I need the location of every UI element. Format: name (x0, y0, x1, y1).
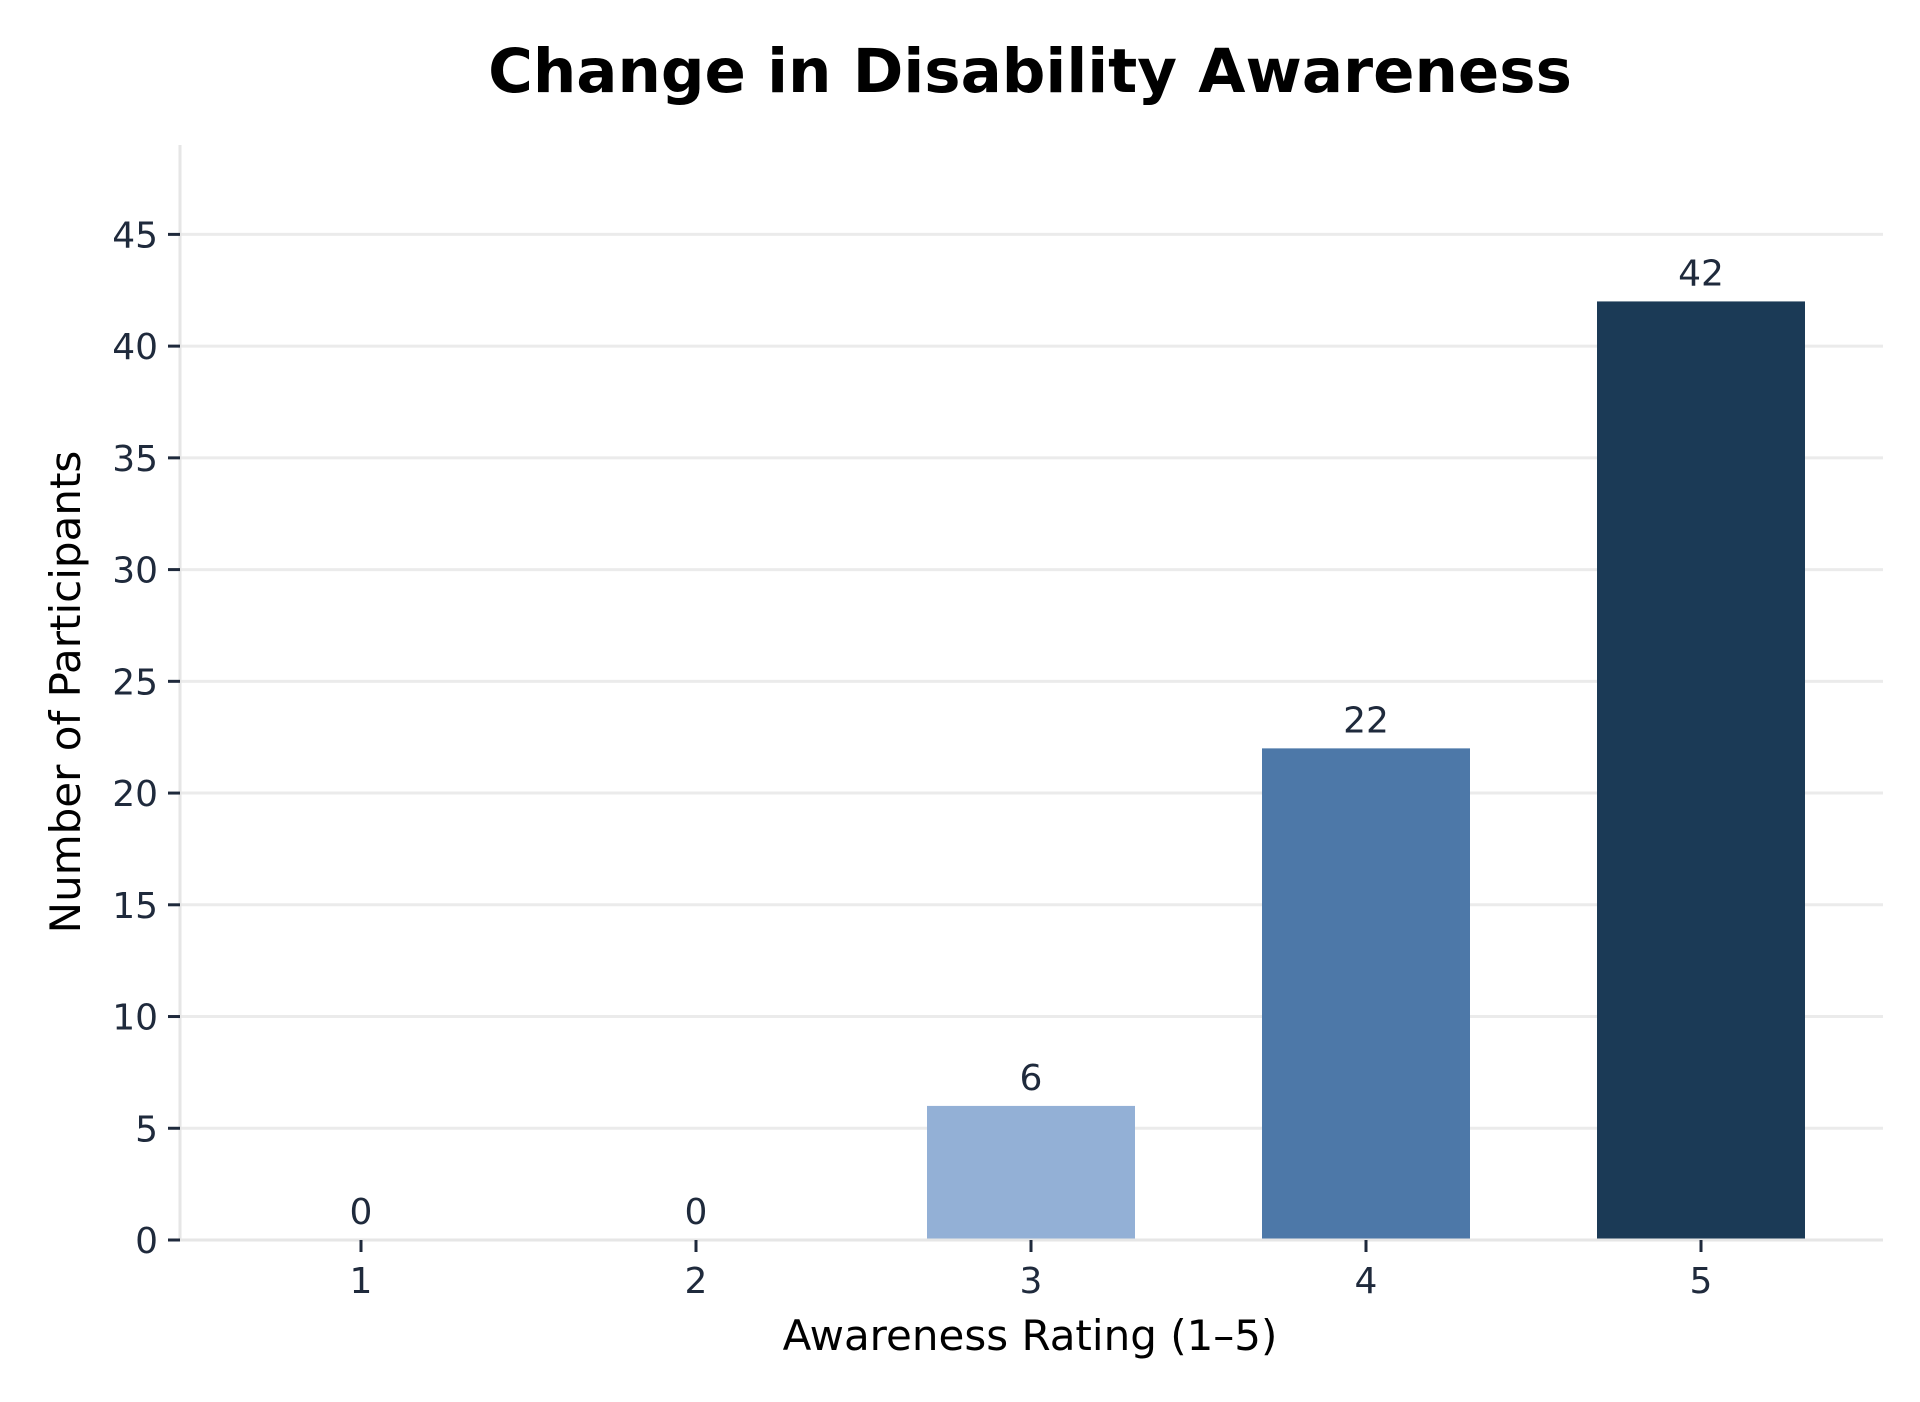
data-label-4: 22 (1343, 700, 1389, 741)
chart-title: Change in Disability Awareness (488, 36, 1572, 107)
data-label-3: 6 (1020, 1058, 1043, 1099)
y-tick-label-35: 35 (112, 439, 158, 480)
data-label-5: 42 (1678, 253, 1724, 294)
data-label-1: 0 (350, 1192, 373, 1233)
x-axis-label: Awareness Rating (1–5) (783, 1311, 1278, 1360)
y-tick-label-40: 40 (112, 327, 158, 368)
data-labels: 0 0 6 22 42 (350, 253, 1724, 1233)
x-tick-label-1: 1 (350, 1261, 373, 1302)
y-axis-label: Number of Participants (41, 451, 90, 934)
y-tick-label-20: 20 (112, 774, 158, 815)
bars (927, 301, 1805, 1240)
y-tick-label-15: 15 (112, 886, 158, 927)
y-axis-ticks: 0 5 10 15 20 25 30 35 40 45 (112, 215, 180, 1262)
y-tick-label-0: 0 (135, 1221, 158, 1262)
x-axis-ticks: 1 2 3 4 5 (350, 1240, 1713, 1302)
y-tick-label-30: 30 (112, 551, 158, 592)
x-tick-label-5: 5 (1690, 1261, 1713, 1302)
bar-4 (1262, 748, 1470, 1240)
data-label-2: 0 (685, 1192, 708, 1233)
y-tick-label-5: 5 (135, 1109, 158, 1150)
y-tick-label-45: 45 (112, 215, 158, 256)
x-tick-label-2: 2 (685, 1261, 708, 1302)
gridlines (180, 232, 1883, 1130)
y-tick-label-25: 25 (112, 662, 158, 703)
x-tick-label-4: 4 (1355, 1261, 1378, 1302)
y-tick-label-10: 10 (112, 998, 158, 1039)
bar-3 (927, 1105, 1135, 1240)
bar-5 (1597, 301, 1805, 1240)
x-tick-label-3: 3 (1020, 1261, 1043, 1302)
